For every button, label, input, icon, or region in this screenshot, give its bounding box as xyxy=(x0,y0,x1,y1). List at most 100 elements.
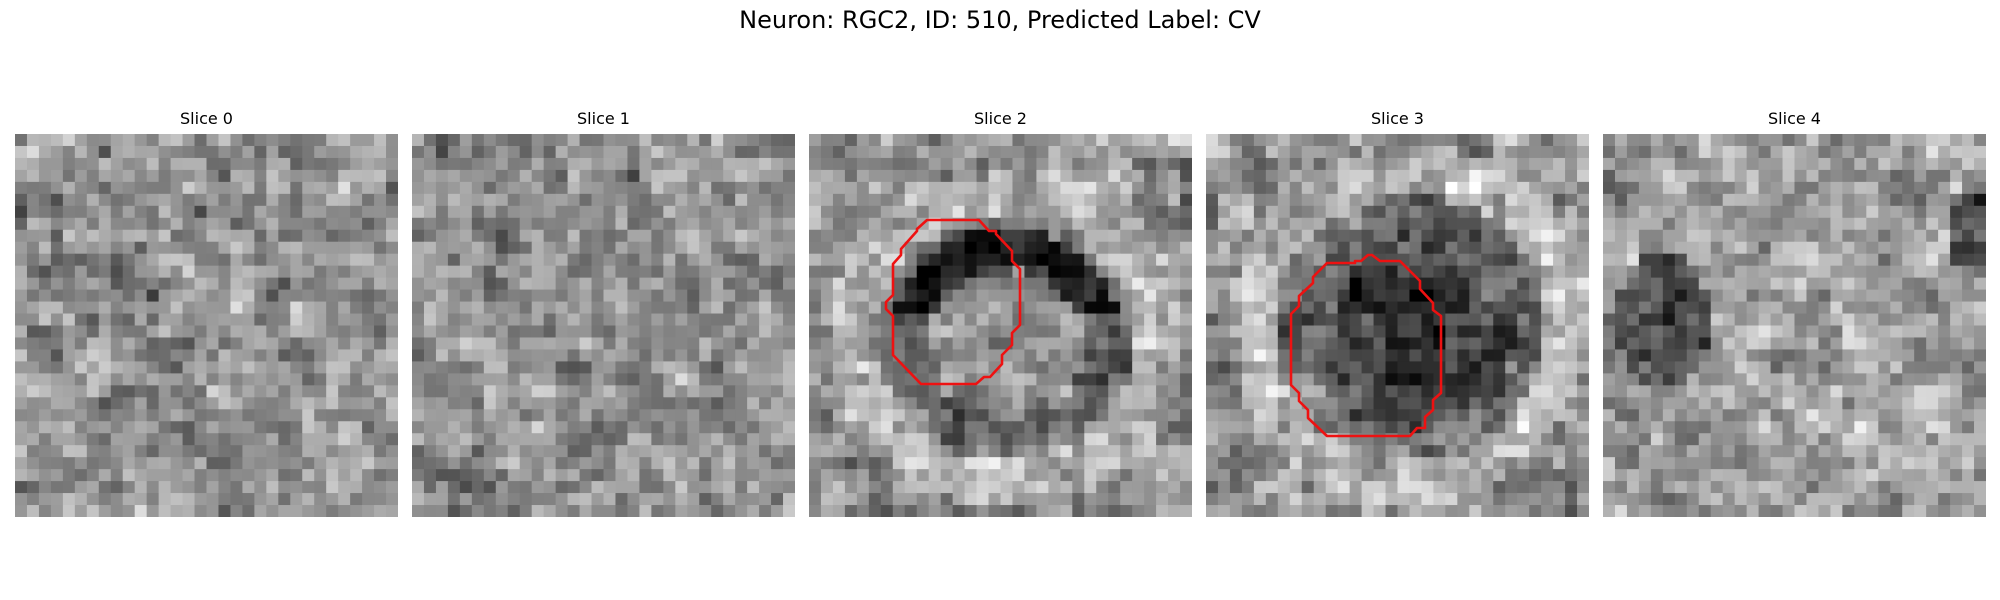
image-pixel xyxy=(1938,397,1951,410)
image-pixel xyxy=(868,193,882,207)
image-pixel xyxy=(122,157,136,171)
image-pixel xyxy=(591,253,605,267)
image-pixel xyxy=(1842,397,1855,410)
image-pixel xyxy=(447,469,461,482)
image-pixel xyxy=(892,373,906,386)
image-pixel xyxy=(1457,481,1470,494)
image-pixel xyxy=(1674,313,1688,327)
image-pixel xyxy=(1902,313,1915,327)
image-pixel xyxy=(892,205,906,219)
image-pixel xyxy=(1878,397,1891,410)
image-pixel xyxy=(1325,229,1339,243)
image-pixel xyxy=(1854,265,1867,279)
image-pixel xyxy=(278,505,291,517)
image-pixel xyxy=(1758,205,1772,219)
image-pixel xyxy=(1854,409,1867,422)
image-pixel xyxy=(723,169,736,183)
image-pixel xyxy=(1794,457,1808,470)
image-pixel xyxy=(675,205,688,219)
image-pixel xyxy=(964,349,978,363)
image-pixel xyxy=(988,493,1002,506)
image-pixel xyxy=(374,457,387,470)
image-pixel xyxy=(1674,385,1688,398)
image-pixel xyxy=(543,265,557,279)
image-pixel xyxy=(880,493,894,506)
image-pixel xyxy=(507,253,521,267)
image-pixel xyxy=(1698,253,1712,267)
figure-title: Neuron: RGC2, ID: 510, Predicted Label: … xyxy=(739,6,1261,34)
image-pixel xyxy=(579,493,593,506)
image-pixel xyxy=(1084,134,1097,147)
image-pixel xyxy=(1229,289,1243,303)
image-pixel xyxy=(1168,193,1181,207)
image-pixel xyxy=(1301,493,1315,506)
image-pixel xyxy=(1650,397,1664,410)
image-pixel xyxy=(1950,277,1963,291)
image-pixel xyxy=(1746,373,1760,386)
image-pixel xyxy=(302,229,315,243)
image-pixel xyxy=(350,409,363,422)
image-pixel xyxy=(507,145,521,159)
image-pixel xyxy=(844,481,858,494)
image-pixel xyxy=(338,481,351,494)
image-pixel xyxy=(1770,169,1784,183)
image-pixel xyxy=(1036,134,1049,147)
image-pixel xyxy=(507,397,521,410)
image-pixel xyxy=(134,277,148,291)
image-pixel xyxy=(62,301,76,315)
image-pixel xyxy=(1313,277,1327,291)
image-pixel xyxy=(1385,373,1399,386)
image-pixel xyxy=(952,325,966,339)
image-pixel xyxy=(459,265,473,279)
image-pixel xyxy=(314,481,327,494)
image-pixel xyxy=(1541,181,1554,195)
image-pixel xyxy=(916,469,930,482)
image-pixel xyxy=(122,217,136,231)
image-pixel xyxy=(615,445,629,458)
image-pixel xyxy=(1168,217,1181,231)
image-pixel xyxy=(1638,385,1652,398)
image-pixel xyxy=(1036,301,1049,315)
image-pixel xyxy=(1926,409,1939,422)
image-pixel xyxy=(1842,433,1855,446)
image-pixel xyxy=(1794,301,1808,315)
image-pixel xyxy=(326,421,339,434)
image-pixel xyxy=(1206,193,1219,207)
image-pixel xyxy=(134,373,148,386)
image-pixel xyxy=(591,445,605,458)
image-pixel xyxy=(651,373,664,386)
image-pixel xyxy=(1409,349,1423,363)
image-pixel xyxy=(302,505,315,517)
image-pixel xyxy=(290,289,303,303)
image-pixel xyxy=(1782,301,1796,315)
image-pixel xyxy=(26,457,40,470)
image-pixel xyxy=(1445,181,1458,195)
image-pixel xyxy=(1746,361,1760,374)
image-pixel xyxy=(1914,205,1927,219)
image-pixel xyxy=(988,457,1002,470)
image-pixel xyxy=(809,505,822,517)
image-pixel xyxy=(374,217,387,231)
image-pixel xyxy=(1385,493,1399,506)
image-pixel xyxy=(1866,205,1879,219)
image-pixel xyxy=(639,445,652,458)
image-pixel xyxy=(1686,373,1700,386)
image-pixel xyxy=(615,325,629,339)
image-pixel xyxy=(507,134,521,147)
image-pixel xyxy=(314,301,327,315)
image-pixel xyxy=(1890,253,1903,267)
image-pixel xyxy=(1818,145,1832,159)
image-pixel xyxy=(603,157,617,171)
image-pixel xyxy=(1734,445,1748,458)
image-pixel xyxy=(747,409,760,422)
image-pixel xyxy=(194,373,208,386)
image-pixel xyxy=(1277,134,1291,147)
image-pixel xyxy=(1674,253,1688,267)
image-pixel xyxy=(1962,277,1975,291)
image-pixel xyxy=(1156,361,1169,374)
image-pixel xyxy=(1962,253,1975,267)
image-pixel xyxy=(1974,289,1986,303)
image-pixel xyxy=(1036,433,1049,446)
image-pixel xyxy=(1156,481,1169,494)
image-pixel xyxy=(1325,217,1339,231)
